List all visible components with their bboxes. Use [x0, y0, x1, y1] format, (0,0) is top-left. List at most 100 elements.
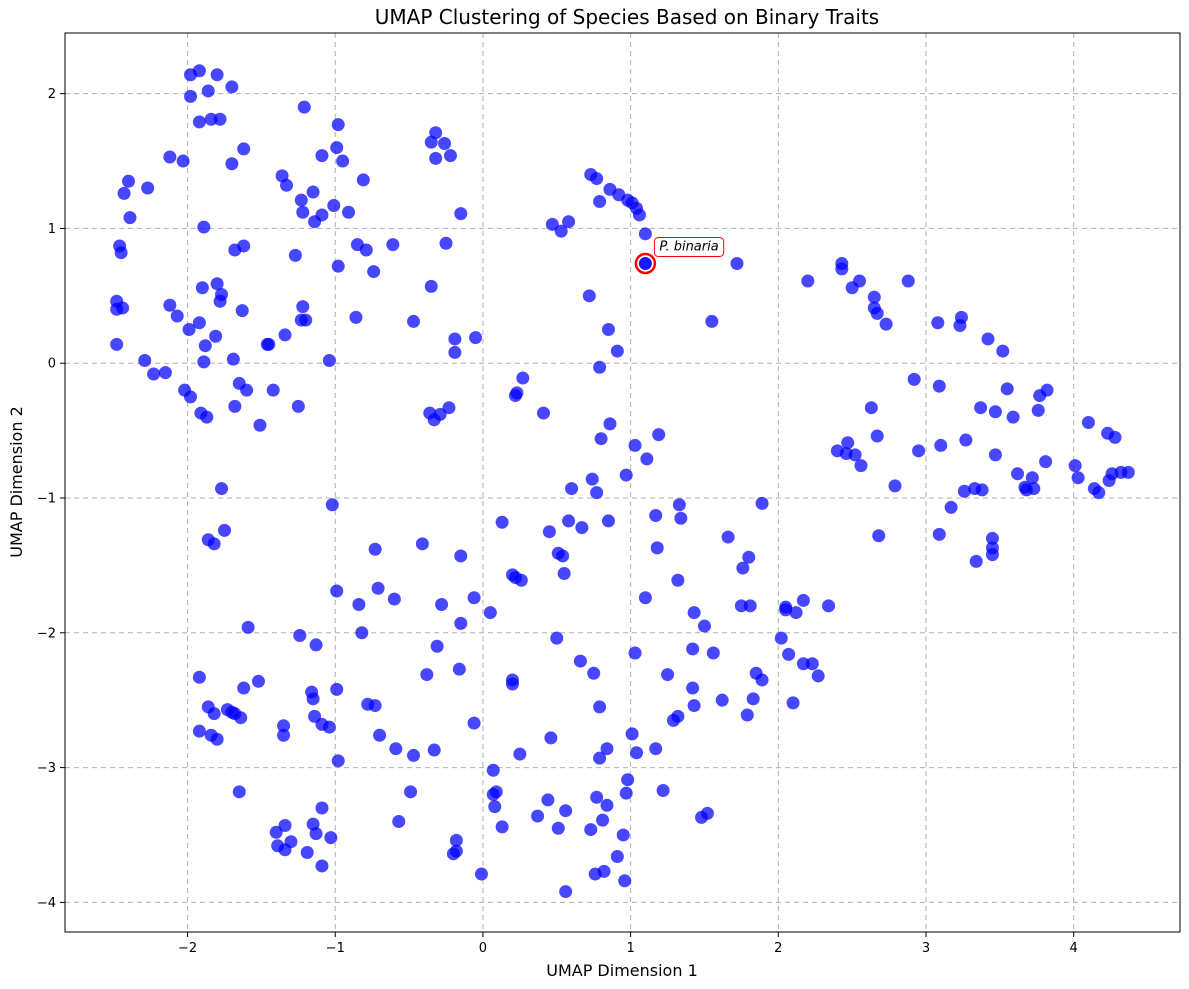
data-point [297, 100, 311, 114]
data-point [114, 246, 128, 260]
data-point [687, 699, 701, 713]
data-point [324, 831, 338, 845]
data-point [308, 215, 322, 229]
data-point [706, 646, 720, 660]
data-point [315, 149, 329, 163]
data-point [446, 847, 460, 861]
data-point [215, 482, 229, 496]
data-point [331, 754, 345, 768]
data-point [1121, 465, 1135, 479]
annotation-label: P. binaria [659, 239, 718, 254]
data-point [427, 743, 441, 757]
data-point [327, 199, 341, 213]
data-point [621, 773, 635, 787]
data-point [661, 668, 675, 682]
data-point [557, 566, 571, 580]
data-point [331, 259, 345, 273]
data-point [368, 699, 382, 713]
data-point [330, 584, 344, 598]
data-point [590, 790, 604, 804]
data-point [1031, 403, 1045, 417]
data-point [618, 874, 632, 888]
data-point [182, 323, 196, 337]
data-point [541, 793, 555, 807]
data-point [755, 496, 769, 510]
data-point [715, 693, 729, 707]
data-point [640, 452, 654, 466]
data-point [536, 406, 550, 420]
data-point [805, 657, 819, 671]
data-point [330, 682, 344, 696]
data-point [435, 597, 449, 611]
data-point [562, 215, 576, 229]
data-point [407, 314, 421, 328]
data-point [293, 628, 307, 642]
data-point [996, 344, 1010, 358]
data-point [912, 444, 926, 458]
data-point [593, 194, 607, 208]
data-point [822, 599, 836, 613]
data-point [225, 80, 239, 94]
data-point [359, 243, 373, 257]
data-point [404, 785, 418, 799]
data-point [730, 256, 744, 270]
data-point [294, 193, 308, 207]
data-point [1006, 410, 1020, 424]
data-point [590, 486, 604, 500]
data-point [322, 354, 336, 368]
data-point [158, 366, 172, 380]
data-point [280, 178, 294, 192]
data-point [483, 606, 497, 620]
data-point [588, 867, 602, 881]
data-point [277, 719, 291, 733]
data-point [985, 531, 999, 545]
data-point [415, 537, 429, 551]
data-point [985, 548, 999, 562]
data-point [253, 418, 267, 432]
data-point [407, 748, 421, 762]
data-point [1011, 467, 1025, 481]
data-point [240, 383, 254, 397]
data-point [278, 819, 292, 833]
data-point [123, 211, 137, 225]
data-point [988, 405, 1002, 419]
data-point [349, 310, 363, 324]
data-point [736, 561, 750, 575]
data-point [625, 727, 639, 741]
x-axis-ticks: −2 −1 0 1 2 3 4 [178, 932, 1078, 956]
data-point [531, 809, 545, 823]
data-point [192, 724, 206, 738]
data-point [300, 845, 314, 859]
data-point [544, 731, 558, 745]
data-point [594, 432, 608, 446]
data-point [331, 118, 345, 132]
data-point [628, 438, 642, 452]
data-point [469, 331, 483, 345]
data-point [848, 448, 862, 462]
data-point [554, 224, 568, 238]
data-point [386, 238, 400, 252]
data-point [209, 329, 223, 343]
y-tick-label: 2 [48, 87, 56, 102]
y-tick-label: −3 [37, 761, 56, 776]
x-tick-label: 3 [922, 941, 930, 956]
data-point [184, 390, 198, 404]
data-point [782, 647, 796, 661]
data-point [601, 514, 615, 528]
data-point [291, 399, 305, 413]
data-point [330, 141, 344, 155]
data-point [562, 514, 576, 528]
data-point [686, 681, 700, 695]
data-point [650, 541, 664, 555]
data-point [870, 429, 884, 443]
x-tick-label: −2 [178, 941, 197, 956]
data-point [867, 290, 881, 304]
data-point [811, 669, 825, 683]
data-point [352, 597, 366, 611]
data-point [433, 407, 447, 421]
data-point [959, 433, 973, 447]
data-point [619, 468, 633, 482]
data-point [565, 482, 579, 496]
data-point [585, 472, 599, 486]
data-point [974, 401, 988, 415]
